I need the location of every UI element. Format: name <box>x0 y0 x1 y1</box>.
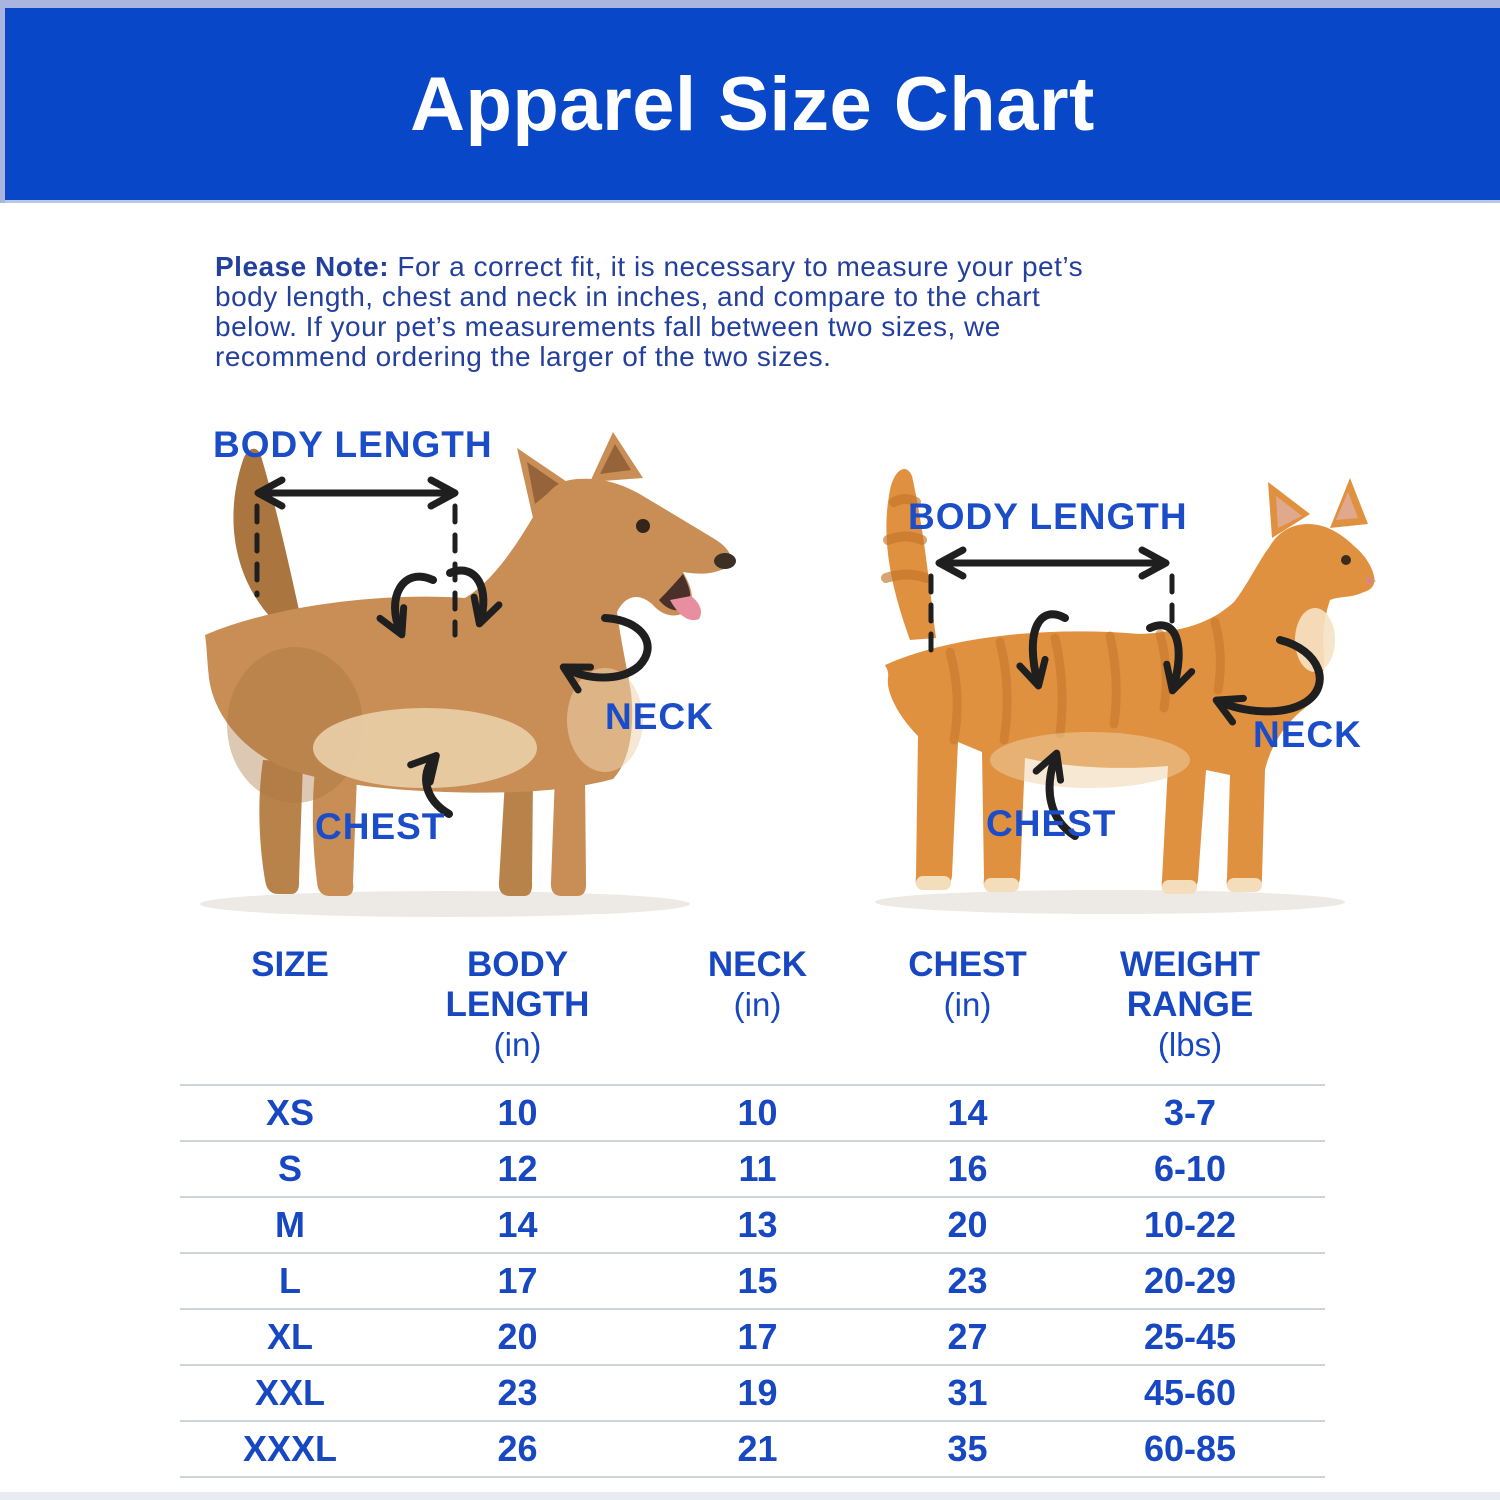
cat-illustration <box>875 468 1376 914</box>
cell-neck: 13 <box>737 1204 778 1245</box>
dog-back-measure-arrow-right <box>446 566 503 628</box>
cell-weight-range: 25-45 <box>1143 1316 1237 1357</box>
cat-neck-loop-arrow <box>1212 636 1324 726</box>
table-row: L 17 15 23 20-29 <box>180 1252 1325 1308</box>
note-line: recommend ordering the larger of the two… <box>215 341 832 372</box>
dog-body-length-label: BODY LENGTH <box>213 424 493 465</box>
cell-neck: 19 <box>737 1372 778 1413</box>
cell-neck: 10 <box>737 1092 778 1133</box>
dog-neck-label: NECK <box>605 696 714 737</box>
cell-body-length: 26 <box>497 1428 538 1469</box>
cell-chest: 35 <box>947 1428 988 1469</box>
dog-ear-front-inner <box>600 444 631 474</box>
cell-chest: 16 <box>947 1148 988 1189</box>
cat-tail-stripes <box>881 494 931 583</box>
cat-neck-label: NECK <box>1253 714 1362 755</box>
dog-back-measure-arrow-left <box>376 572 437 639</box>
cell-weight-range: 10-22 <box>1143 1204 1237 1245</box>
dog-chest-patch <box>567 668 643 772</box>
cell-body-length: 20 <box>497 1316 538 1357</box>
cell-chest: 23 <box>947 1260 988 1301</box>
dog-shadow <box>200 891 690 917</box>
cell-chest: 27 <box>947 1316 988 1357</box>
cell-neck: 11 <box>738 1148 777 1189</box>
cat-shadow <box>875 890 1345 914</box>
cat-eye <box>1341 555 1351 565</box>
table-row: XXXL 26 21 35 60-85 <box>180 1420 1325 1478</box>
cat-nose <box>1366 576 1376 586</box>
cell-neck: 15 <box>737 1260 778 1301</box>
dog-chest-label: CHEST <box>315 806 446 847</box>
dog-front-leg-near <box>550 775 587 896</box>
dog-belly-patch <box>313 708 537 788</box>
dog-rear-leg-far <box>259 760 303 894</box>
cell-neck: 17 <box>737 1316 778 1357</box>
table-row: XXL 23 19 31 45-60 <box>180 1364 1325 1420</box>
dog-nose <box>714 553 736 569</box>
cat-chest-measure-arrow <box>1032 749 1079 840</box>
table-row: XL 20 17 27 25-45 <box>180 1308 1325 1364</box>
column-header-neck: NECK (in) <box>707 945 808 1023</box>
cat-chest-label: CHEST <box>986 803 1117 844</box>
dog-chest-measure-arrow <box>407 752 453 818</box>
cell-neck: 21 <box>737 1428 778 1469</box>
cat-tail <box>886 468 936 640</box>
dog-tongue <box>670 596 702 621</box>
cell-size: L <box>279 1260 301 1301</box>
cell-body-length: 12 <box>497 1148 538 1189</box>
header-banner: Apparel Size Chart <box>5 8 1500 203</box>
cell-weight-range: 60-85 <box>1143 1428 1237 1469</box>
cat-body-length-label: BODY LENGTH <box>908 496 1188 537</box>
cell-size: S <box>277 1148 302 1189</box>
cell-size: M <box>275 1204 305 1245</box>
column-header-weight-range: WEIGHT RANGE (lbs) <box>1120 945 1260 1063</box>
cell-size: XXXL <box>242 1428 338 1469</box>
table-row: M 14 13 20 10-22 <box>180 1196 1325 1252</box>
dog-illustration <box>200 432 736 917</box>
column-header-size: SIZE <box>251 945 329 984</box>
top-edge-strip <box>0 0 1500 8</box>
cell-weight-range: 20-29 <box>1143 1260 1237 1301</box>
page-title: Apparel Size Chart <box>410 61 1095 147</box>
cell-body-length: 23 <box>497 1372 538 1413</box>
cell-body-length: 14 <box>497 1204 538 1245</box>
cell-weight-range: 3-7 <box>1163 1092 1217 1133</box>
dog-front-leg-far <box>498 778 533 896</box>
note-line: below. If your pet’s measurements fall b… <box>215 311 1001 342</box>
dog-eye <box>636 519 650 533</box>
note-line: Please Note: For a correct fit, it is ne… <box>215 251 1084 282</box>
note-paragraph: Please Note: For a correct fit, it is ne… <box>215 252 1315 372</box>
cat-back-measure-arrow-left <box>1016 610 1069 690</box>
dog-rear-leg-near <box>312 770 357 896</box>
cat-back-measure-arrow-right <box>1146 621 1196 695</box>
column-header-chest: CHEST (in) <box>908 945 1027 1023</box>
dog-neck-loop-arrow <box>559 614 652 694</box>
cell-body-length: 17 <box>497 1260 538 1301</box>
cell-chest: 14 <box>947 1092 988 1133</box>
cell-weight-range: 6-10 <box>1153 1148 1227 1189</box>
column-header-body-length: BODY LENGTH (in) <box>445 945 590 1063</box>
cell-body-length: 10 <box>497 1092 538 1133</box>
bottom-edge-strip <box>0 1492 1500 1500</box>
cell-chest: 20 <box>947 1204 988 1245</box>
cat-ear-front-inner <box>1336 492 1358 520</box>
cat-belly-patch <box>990 732 1190 788</box>
dog-tail <box>233 448 299 620</box>
size-table-header: SIZE BODY LENGTH (in) NECK (in) CHEST (i… <box>180 945 1325 1084</box>
size-table: SIZE BODY LENGTH (in) NECK (in) CHEST (i… <box>180 945 1325 1478</box>
dog-ear-back-inner <box>527 462 559 504</box>
cell-size: XS <box>265 1092 315 1133</box>
cat-paws <box>916 876 1262 894</box>
cell-chest: 31 <box>947 1372 988 1413</box>
note-label: Please Note: <box>215 251 390 282</box>
cat-body <box>885 524 1375 894</box>
table-row: XS 10 10 14 3-7 <box>180 1084 1325 1140</box>
cell-size: XXL <box>254 1372 325 1413</box>
cat-ear-back-inner <box>1276 496 1302 528</box>
note-line: body length, chest and neck in inches, a… <box>215 281 1041 312</box>
cell-weight-range: 45-60 <box>1143 1372 1237 1413</box>
left-edge-strip <box>0 0 5 203</box>
cell-size: XL <box>266 1316 313 1357</box>
table-row: S 12 11 16 6-10 <box>180 1140 1325 1196</box>
